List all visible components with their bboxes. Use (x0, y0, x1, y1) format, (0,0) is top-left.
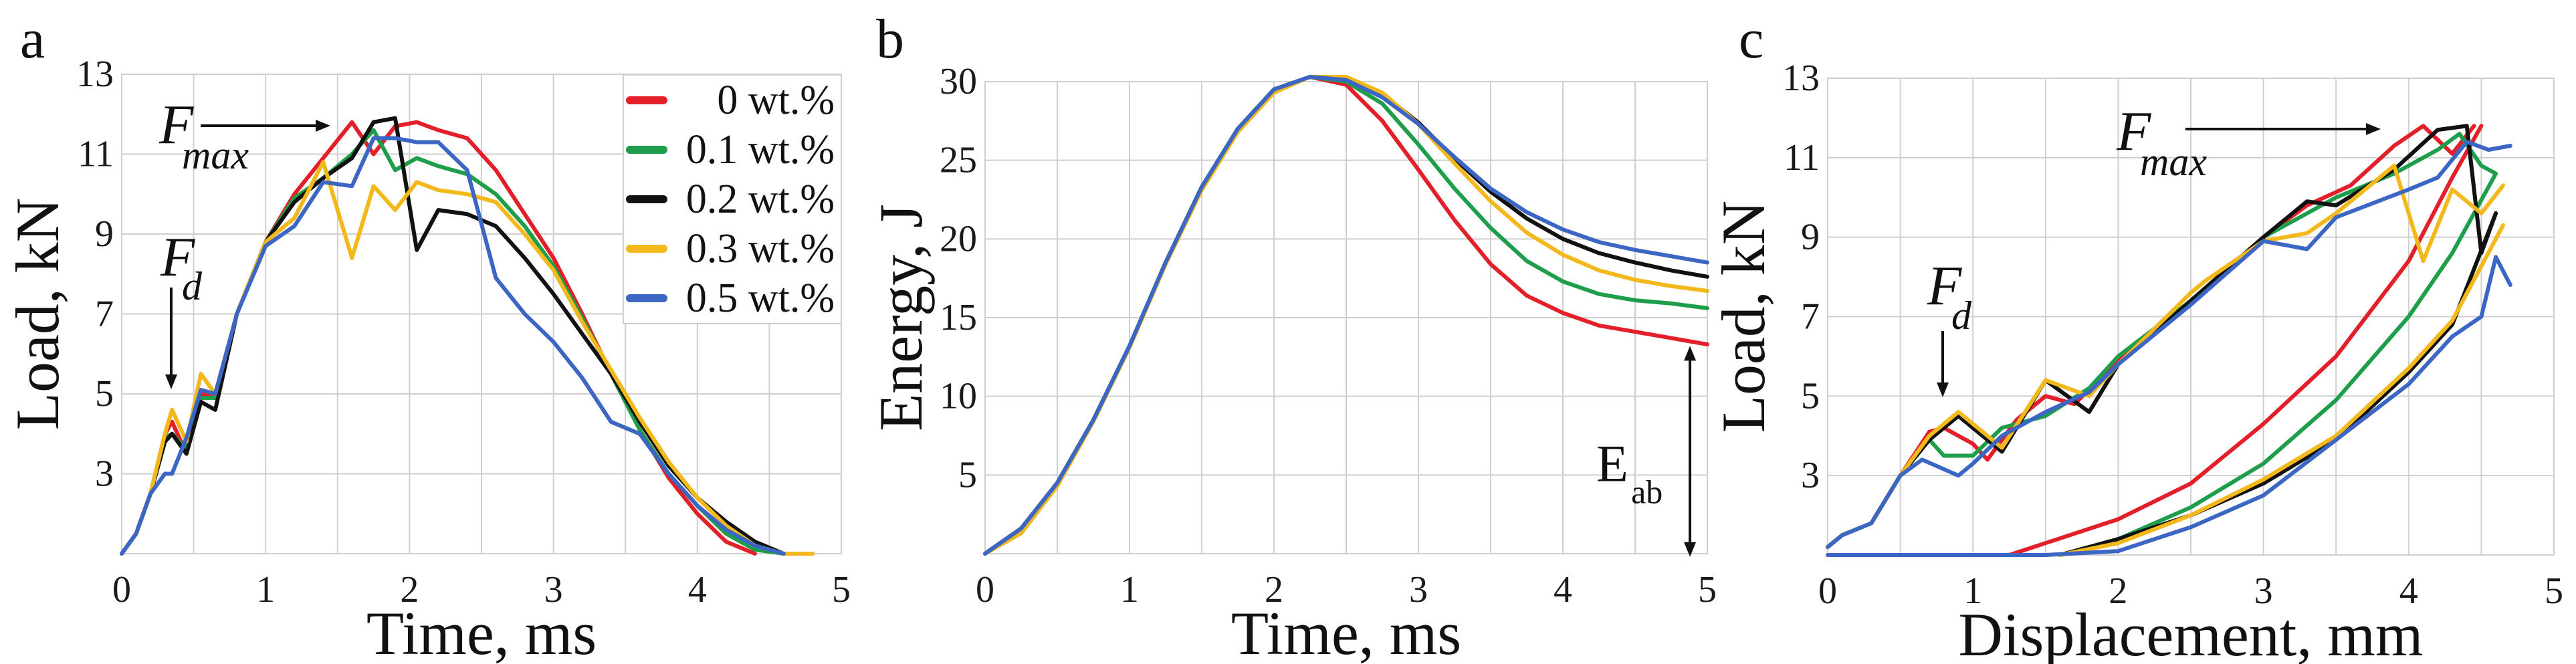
x-tick-label: 0 (112, 569, 131, 611)
y-tick-label: 11 (78, 134, 114, 175)
x-tick-label: 0 (976, 569, 994, 611)
fmax-subscript: max (2140, 140, 2207, 184)
x-tick-label: 0 (1818, 570, 1837, 612)
legend: 0 wt.%0.1 wt.%0.2 wt.%0.3 wt.%0.5 wt.% (623, 74, 842, 324)
fd-annotation: F (1927, 255, 1963, 317)
plot-area-frame (1827, 78, 2555, 556)
series-loading-line (1826, 124, 2498, 550)
arrowhead-icon (316, 120, 330, 132)
series-line (120, 116, 815, 556)
y-axis-title: Load, kN (1709, 201, 1778, 433)
eab-annotation: E (1596, 435, 1628, 493)
y-tick-label: 3 (1801, 455, 1820, 496)
series-unloading-line (2058, 211, 2498, 557)
eab-subscript: ab (1631, 473, 1662, 511)
y-axis-title: Load, kN (3, 198, 72, 430)
y-tick-label: 9 (95, 213, 114, 255)
series-loading-line (1826, 163, 2505, 550)
x-axis-title: Time, ms (366, 599, 597, 664)
fd-subscript: d (1951, 294, 1972, 338)
y-tick-label: 30 (940, 61, 977, 102)
x-tick-label: 1 (1963, 570, 1982, 612)
legend-label: 0 wt.% (717, 78, 835, 123)
x-tick-label: 1 (256, 569, 275, 611)
y-tick-label: 5 (1801, 375, 1820, 417)
arrowhead-icon (2366, 123, 2381, 135)
load-time-chart: 0 1 2 3 4 5 3 5 7 9 11 13 Time, ms Load, kN a 0 wt.%0.1… (3, 8, 851, 664)
x-tick-label: 5 (1698, 569, 1717, 611)
panel-c: 0 1 2 3 4 5 3 5 7 9 11 13 Displacement, mm Load, kN c F… (1709, 0, 2576, 664)
y-tick-label: 13 (1782, 58, 1820, 99)
legend-label: 0.3 wt.% (686, 226, 835, 271)
x-tick-label: 4 (688, 569, 707, 611)
arrowhead-icon (1937, 382, 1949, 397)
x-axis-title: Time, ms (1231, 599, 1461, 664)
panel-label: b (876, 8, 904, 70)
y-tick-label: 3 (95, 453, 114, 495)
y-tick-label: 9 (1801, 217, 1820, 258)
x-tick-label: 2 (400, 569, 419, 611)
x-tick-label: 5 (832, 569, 851, 611)
series-unloading-line (2058, 223, 2505, 557)
y-tick-label: 15 (940, 297, 977, 338)
x-tick-label: 2 (1265, 569, 1283, 611)
y-tick-label: 7 (1801, 296, 1820, 338)
fmax-annotation: F (2116, 100, 2152, 162)
x-tick-label: 4 (2399, 570, 2418, 612)
x-tick-label: 3 (544, 569, 563, 611)
legend-label: 0.5 wt.% (686, 275, 835, 321)
series-line (120, 136, 786, 556)
x-tick-label: 5 (2545, 570, 2563, 612)
panel-label: a (20, 8, 45, 70)
x-tick-label: 4 (1553, 569, 1572, 611)
x-tick-label: 3 (1409, 569, 1428, 611)
y-axis-title: Energy, J (867, 204, 935, 431)
fd-annotation: F (160, 226, 196, 288)
y-tick-label: 20 (940, 218, 977, 259)
series-loading-line (1826, 140, 2512, 550)
fd-subscript: d (182, 264, 203, 308)
panel-a: 0 1 2 3 4 5 3 5 7 9 11 13 Time, ms Load, kN a 0 wt.% 0.1… (0, 0, 863, 664)
arrowhead-icon (1684, 542, 1697, 557)
x-tick-label: 3 (2254, 570, 2273, 612)
y-tick-label: 25 (940, 140, 977, 181)
series-unloading-line (2007, 124, 2484, 557)
arrowhead-icon (1684, 346, 1697, 361)
y-tick-label: 11 (1784, 137, 1820, 179)
x-tick-label: 2 (2109, 570, 2127, 612)
y-tick-label: 13 (76, 53, 114, 95)
y-tick-label: 5 (958, 454, 977, 495)
series-line (983, 74, 1709, 556)
legend-label: 0.2 wt.% (686, 177, 835, 222)
panel-label: c (1739, 8, 1763, 70)
y-tick-label: 10 (940, 376, 977, 417)
x-tick-label: 1 (1120, 569, 1139, 611)
load-displacement-chart: 0 1 2 3 4 5 3 5 7 9 11 13 Displacement, mm Load, kN c F… (1709, 8, 2563, 664)
x-axis-title: Displacement, mm (1959, 600, 2424, 664)
fmax-annotation: F (158, 94, 195, 156)
energy-time-chart: 0 1 2 3 4 5 5 10 15 20 25 30 Time, ms Energy, J b E ab (867, 8, 1717, 664)
series-line (120, 160, 815, 556)
fmax-subscript: max (182, 133, 249, 177)
arrowhead-icon (165, 374, 177, 389)
series-unloading-line (1826, 255, 2512, 557)
legend-label: 0.1 wt.% (686, 127, 835, 173)
y-tick-label: 7 (95, 294, 114, 335)
y-tick-label: 5 (95, 373, 114, 415)
